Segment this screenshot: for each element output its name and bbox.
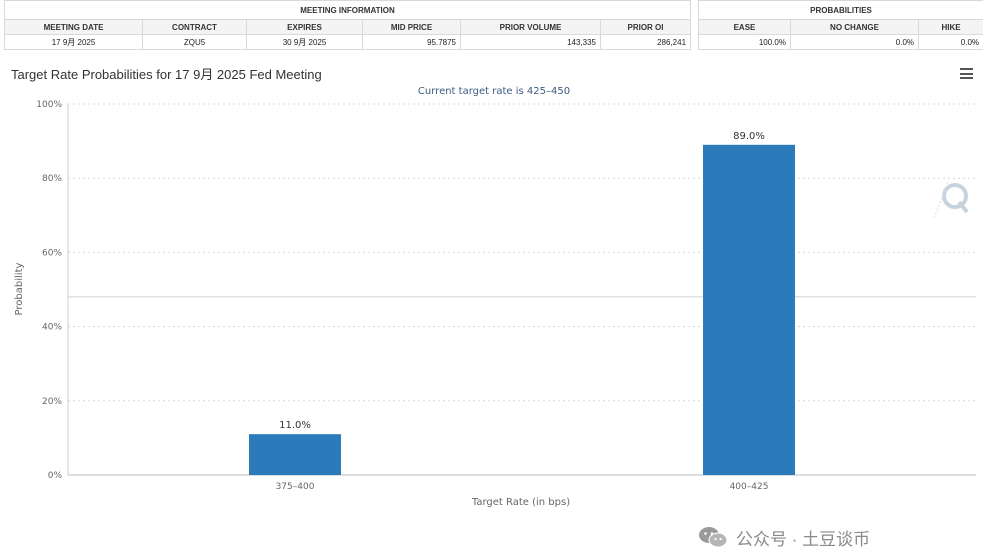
- bar: [249, 434, 341, 475]
- x-tick-label: 400–425: [730, 482, 769, 492]
- col-prior-oi: PRIOR OI: [601, 20, 691, 35]
- table-row: 100.0% 0.0% 0.0%: [699, 35, 983, 50]
- probabilities-table: PROBABILITIES EASE NO CHANGE HIKE 100.0%…: [698, 0, 983, 57]
- y-tick-label: 0%: [48, 471, 63, 481]
- chart-panel: 11.0% 89.0% 0% 20% 40% 60% 80% 100% 375–400 400…: [4, 58, 983, 517]
- col-no-change: NO CHANGE: [791, 20, 919, 35]
- cell-contract: ZQU5: [143, 35, 247, 50]
- bar-chart: 11.0% 89.0% 0% 20% 40% 60% 80% 100% 375–400 400…: [4, 58, 983, 517]
- hamburger-menu-icon[interactable]: [960, 68, 973, 79]
- bars: [249, 145, 795, 475]
- x-axis-label: Target Rate (in bps): [471, 497, 570, 508]
- col-ease: EASE: [699, 20, 791, 35]
- data-label: 11.0%: [279, 420, 311, 431]
- cell-expires: 30 9月 2025: [247, 35, 363, 50]
- col-meeting-date: MEETING DATE: [5, 20, 143, 35]
- cell-mid-price: 95.7875: [363, 35, 461, 50]
- col-contract: CONTRACT: [143, 20, 247, 35]
- cell-hike: 0.0%: [919, 35, 983, 50]
- cell-no-change: 0.0%: [791, 35, 919, 50]
- meeting-information-header: MEETING INFORMATION: [5, 1, 691, 20]
- info-tables: MEETING INFORMATION MEETING DATE CONTRAC…: [0, 0, 983, 57]
- meeting-information-table: MEETING INFORMATION MEETING DATE CONTRAC…: [4, 0, 690, 57]
- bar: [703, 145, 795, 475]
- y-axis-label: Probability: [14, 262, 25, 315]
- x-tick-label: 375–400: [276, 482, 315, 492]
- col-expires: EXPIRES: [247, 20, 363, 35]
- q-logo-icon: [932, 176, 972, 222]
- chart-title: Target Rate Probabilities for 17 9月 2025…: [11, 64, 322, 83]
- table-row: 17 9月 2025 ZQU5 30 9月 2025 95.7875 143,3…: [5, 35, 691, 50]
- data-label: 89.0%: [733, 131, 765, 142]
- cell-prior-oi: 286,241: [601, 35, 691, 50]
- col-mid-price: MID PRICE: [363, 20, 461, 35]
- cell-ease: 100.0%: [699, 35, 791, 50]
- y-tick-label: 80%: [42, 174, 62, 184]
- cell-prior-volume: 143,335: [461, 35, 601, 50]
- y-tick-label: 100%: [36, 100, 62, 110]
- x-tick-labels: 375–400 400–425: [276, 482, 769, 492]
- wechat-icon: [698, 525, 728, 549]
- watermark-text: 公众号 · 土豆谈币: [736, 525, 870, 550]
- y-tick-label: 40%: [42, 323, 62, 333]
- col-prior-volume: PRIOR VOLUME: [461, 20, 601, 35]
- probabilities-header: PROBABILITIES: [699, 1, 983, 20]
- chart-subtitle: Current target rate is 425–450: [418, 86, 570, 97]
- wechat-watermark: 公众号 · 土豆谈币: [698, 524, 870, 550]
- data-labels: 11.0% 89.0%: [279, 131, 765, 431]
- cell-meeting-date: 17 9月 2025: [5, 35, 143, 50]
- y-tick-label: 60%: [42, 248, 62, 258]
- col-hike: HIKE: [919, 20, 983, 35]
- y-tick-label: 20%: [42, 397, 62, 407]
- y-tick-labels: 0% 20% 40% 60% 80% 100%: [36, 100, 62, 481]
- grid-lines: [68, 104, 976, 475]
